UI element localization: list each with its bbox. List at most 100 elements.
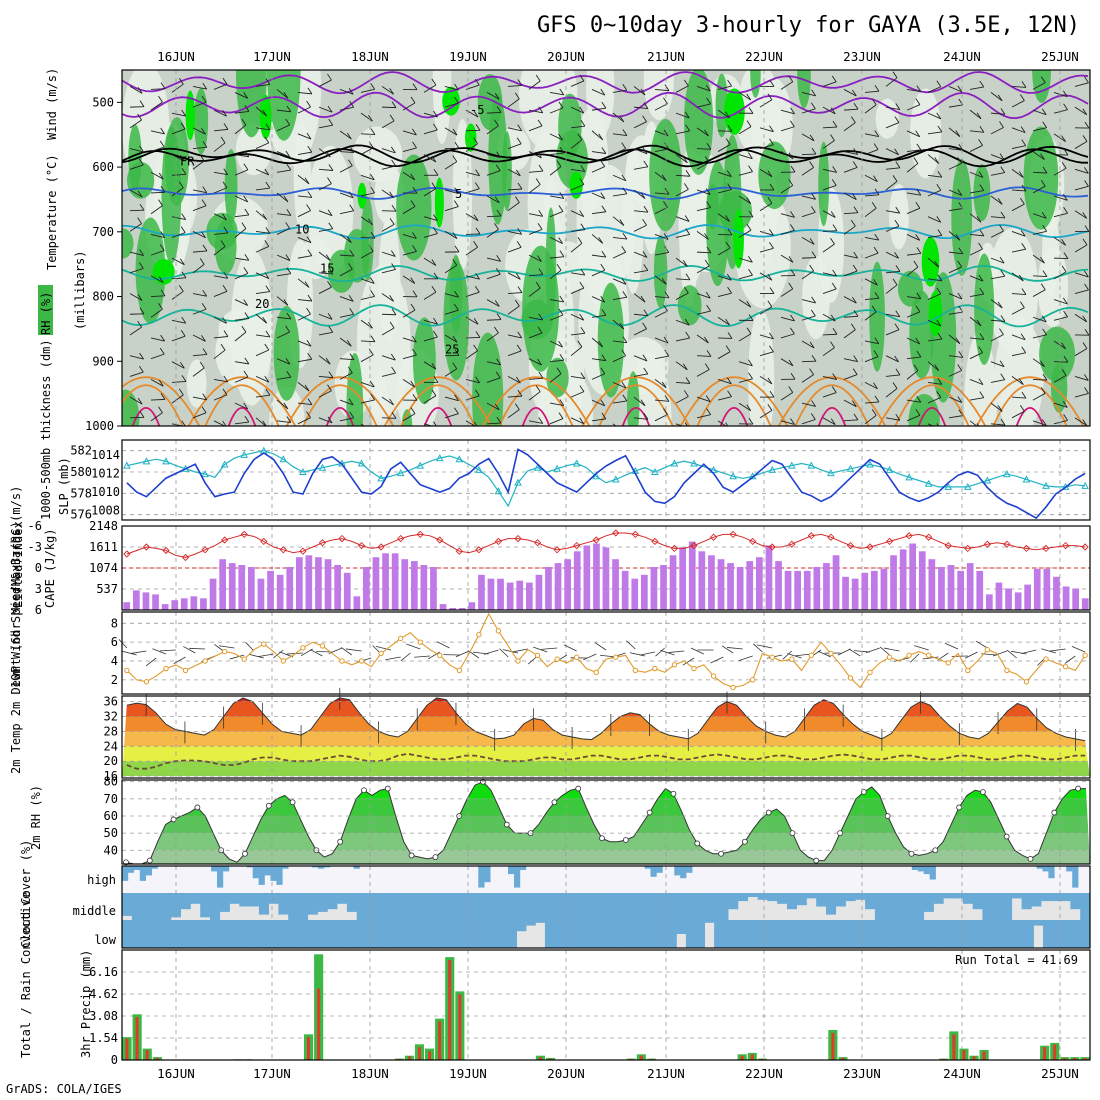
wind10-point — [182, 667, 189, 674]
cape-bar — [775, 561, 782, 610]
wind-barb — [549, 340, 563, 348]
wind-barb — [822, 333, 838, 336]
wind-barb-flag — [1084, 76, 1089, 84]
wind-barb — [654, 414, 668, 422]
rh-saturated-blob — [724, 88, 745, 135]
cloud-bar — [253, 920, 264, 948]
wind-barb — [969, 248, 983, 256]
wind10-barb — [541, 647, 558, 650]
wind-barb — [885, 313, 900, 318]
wind-barb — [990, 299, 1003, 309]
precip-conv-bar — [982, 1051, 986, 1060]
thickness-line — [126, 450, 1086, 508]
wind-barb — [339, 372, 353, 380]
wind-barb — [444, 334, 458, 343]
wind-barb — [234, 402, 248, 410]
wind-barb — [612, 133, 627, 136]
wind-barb-flag — [158, 379, 164, 387]
rh-moist-blob — [267, 70, 301, 141]
rh-moist-blob — [194, 88, 209, 155]
wind-barb-flag — [706, 350, 712, 357]
wind-barb-flag — [433, 330, 438, 338]
wind-barb-flag — [1042, 328, 1048, 336]
wind-barb — [1011, 100, 1025, 108]
wind-barb — [948, 104, 963, 108]
wind-barb-flag — [391, 412, 397, 419]
wind-barb-flag — [452, 362, 458, 370]
wind-barb — [801, 315, 816, 321]
wind10-barb — [992, 650, 1008, 657]
cloud-bar — [353, 866, 360, 869]
cloud-bar — [982, 893, 993, 920]
wind-barb — [360, 319, 373, 329]
wind-barb — [1032, 378, 1048, 381]
wind-barb-flag — [473, 421, 478, 426]
wind-barb-flag — [199, 258, 205, 265]
rh2m-point — [337, 838, 344, 845]
date-bottom-2: 18JUN — [351, 1066, 389, 1081]
cloud-bar — [685, 920, 696, 948]
wind-barb — [570, 391, 585, 398]
wind-barb-flag — [601, 147, 607, 154]
wind-barb-flag — [285, 357, 291, 365]
wind-barb-flag — [663, 408, 668, 415]
wind-barb-flag — [241, 222, 247, 229]
wind-barb — [234, 169, 249, 176]
wind-barb-flag — [871, 98, 877, 105]
pressure-tick-label: 1000 — [85, 419, 114, 433]
wind-barb — [1011, 168, 1024, 178]
rh-moist-blob — [1032, 70, 1052, 103]
thickness-point — [357, 459, 366, 467]
wind-barb-flag — [283, 299, 289, 306]
wind-barb-flag — [830, 107, 836, 115]
wind-barb — [906, 130, 920, 138]
wind-barb-flag — [976, 319, 982, 327]
wind-barb-flag — [769, 183, 775, 191]
isotherm-line — [122, 264, 1089, 283]
wind-barb — [591, 399, 605, 407]
wind-barb-flag — [1084, 270, 1089, 278]
cloud-bar — [826, 920, 837, 948]
wind-barb-flag — [643, 367, 649, 375]
cloud-bar — [178, 920, 189, 948]
wind-barb-flag — [663, 336, 669, 344]
wind-barb-flag — [600, 399, 606, 407]
wind-barb — [465, 171, 480, 177]
wind-barb — [1032, 334, 1047, 339]
wind-barb — [381, 165, 396, 170]
wind-barb-flag — [201, 231, 206, 239]
wind-barb — [318, 168, 333, 171]
date-top-6: 22JUN — [745, 49, 783, 64]
wind-barb — [696, 85, 711, 92]
wind-barb-flag — [538, 210, 544, 217]
wind-barb — [528, 274, 543, 277]
wind-barb-flag — [727, 183, 732, 190]
wind-barb — [276, 151, 291, 158]
wind-barb-flag — [1042, 270, 1048, 277]
wind-barb — [717, 247, 731, 256]
wind-barb-flag — [179, 362, 185, 369]
wind-barb-flag — [220, 136, 226, 144]
wind-barb — [927, 278, 942, 282]
wind-barb — [486, 229, 499, 238]
wind-barb — [990, 334, 1004, 342]
li-point — [279, 546, 287, 554]
wind10-point — [534, 652, 541, 659]
wind-barb — [150, 250, 165, 256]
wind-barb — [738, 274, 753, 280]
wind-barb — [465, 420, 476, 426]
wind-barb — [255, 246, 269, 253]
wind10-barb — [499, 648, 509, 658]
wind-barb — [864, 356, 879, 363]
wind-barb — [444, 413, 459, 419]
wind-barb-flag — [1084, 167, 1089, 174]
wind10-barb — [1064, 655, 1076, 664]
cape-bar — [238, 565, 246, 610]
wind-barb-flag — [1082, 315, 1088, 323]
wind-barb — [1074, 289, 1089, 294]
wind-barb-flag — [683, 286, 689, 294]
wind-barb — [528, 332, 543, 339]
cape-li-plot — [123, 529, 1089, 610]
wind-barb-flag — [894, 252, 899, 259]
wind-barb-flag — [325, 150, 331, 158]
